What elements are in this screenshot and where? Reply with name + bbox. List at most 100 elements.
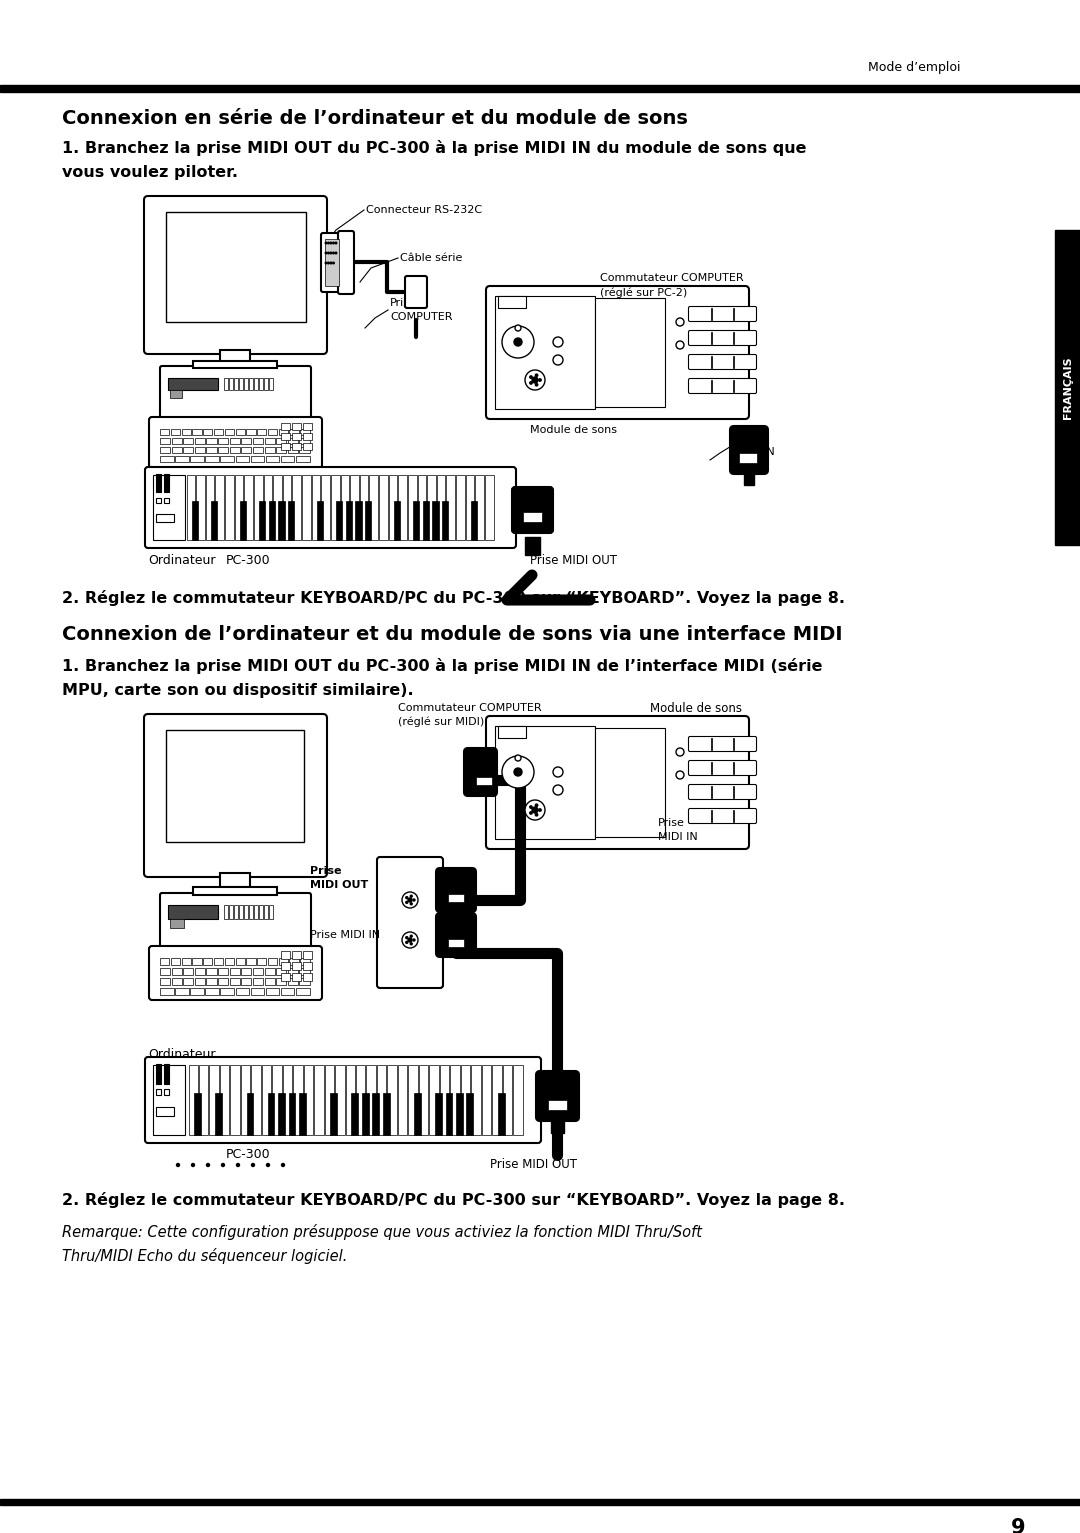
Circle shape bbox=[514, 337, 522, 346]
Bar bbox=[325, 239, 339, 287]
Circle shape bbox=[408, 898, 411, 901]
Bar bbox=[279, 958, 288, 964]
Bar bbox=[492, 1065, 501, 1134]
Circle shape bbox=[536, 383, 538, 386]
Text: Connecteur RS-232C: Connecteur RS-232C bbox=[366, 205, 482, 215]
Bar bbox=[206, 475, 214, 540]
Bar bbox=[249, 379, 253, 389]
Circle shape bbox=[327, 242, 329, 244]
Bar bbox=[299, 1093, 306, 1134]
Bar bbox=[220, 1065, 229, 1134]
Circle shape bbox=[410, 895, 413, 897]
Text: Mode d’emploi: Mode d’emploi bbox=[867, 61, 960, 75]
Bar bbox=[525, 537, 540, 555]
Circle shape bbox=[530, 376, 532, 379]
Circle shape bbox=[539, 809, 541, 811]
Bar bbox=[184, 438, 193, 445]
Bar bbox=[281, 423, 291, 429]
Bar bbox=[436, 475, 445, 540]
Bar bbox=[303, 1065, 313, 1134]
Bar bbox=[419, 1065, 429, 1134]
Bar bbox=[292, 423, 301, 429]
Circle shape bbox=[536, 803, 538, 806]
Bar bbox=[744, 471, 754, 484]
FancyBboxPatch shape bbox=[689, 307, 756, 322]
Bar bbox=[551, 1113, 564, 1133]
Bar bbox=[288, 1093, 295, 1134]
Bar bbox=[253, 978, 264, 986]
Bar bbox=[235, 429, 245, 435]
Circle shape bbox=[536, 814, 538, 816]
Circle shape bbox=[530, 806, 532, 808]
Bar bbox=[0, 1499, 1080, 1505]
FancyBboxPatch shape bbox=[730, 426, 768, 474]
Bar bbox=[485, 475, 494, 540]
Text: Prise MIDI OUT: Prise MIDI OUT bbox=[490, 1159, 577, 1171]
Circle shape bbox=[410, 943, 413, 944]
Circle shape bbox=[676, 317, 684, 327]
FancyBboxPatch shape bbox=[144, 714, 327, 877]
Bar bbox=[193, 360, 276, 368]
Bar bbox=[156, 514, 174, 523]
Bar bbox=[303, 423, 312, 429]
Text: Commutateur COMPUTER: Commutateur COMPUTER bbox=[399, 704, 542, 713]
Circle shape bbox=[553, 356, 563, 365]
Circle shape bbox=[408, 938, 411, 941]
Bar bbox=[498, 1093, 504, 1134]
Bar bbox=[229, 904, 233, 918]
Bar bbox=[194, 978, 205, 986]
Bar bbox=[303, 432, 312, 440]
Circle shape bbox=[514, 768, 522, 776]
FancyBboxPatch shape bbox=[486, 716, 750, 849]
Text: Prise
COMPUTER: Prise COMPUTER bbox=[390, 299, 453, 322]
Bar bbox=[475, 475, 484, 540]
Text: Module de sons: Module de sons bbox=[650, 702, 742, 714]
Bar bbox=[189, 1065, 198, 1134]
Text: Remarque: Cette configuration présuppose que vous activiez la fonction MIDI Thru: Remarque: Cette configuration présuppose… bbox=[62, 1223, 702, 1240]
Bar bbox=[171, 958, 180, 964]
Bar bbox=[289, 958, 299, 964]
Circle shape bbox=[267, 1164, 270, 1167]
Bar bbox=[296, 455, 310, 461]
FancyBboxPatch shape bbox=[512, 487, 553, 533]
Bar bbox=[265, 978, 274, 986]
Bar bbox=[156, 1064, 161, 1084]
Bar bbox=[172, 978, 181, 986]
Bar bbox=[346, 501, 352, 540]
Text: 2. Réglez le commutateur KEYBOARD/PC du PC-300 sur “KEYBOARD”. Voyez la page 8.: 2. Réglez le commutateur KEYBOARD/PC du … bbox=[62, 590, 845, 606]
Bar bbox=[160, 978, 171, 986]
Bar bbox=[172, 438, 181, 445]
Bar bbox=[293, 1065, 302, 1134]
Bar bbox=[276, 448, 286, 452]
Circle shape bbox=[335, 253, 337, 254]
Bar bbox=[362, 1093, 368, 1134]
Bar bbox=[442, 501, 448, 540]
Circle shape bbox=[330, 242, 332, 244]
Bar bbox=[346, 1065, 355, 1134]
Bar bbox=[279, 429, 288, 435]
Bar bbox=[467, 1093, 473, 1134]
Circle shape bbox=[176, 1164, 179, 1167]
Bar bbox=[234, 379, 238, 389]
Bar bbox=[170, 918, 184, 927]
Text: Câble série: Câble série bbox=[400, 253, 462, 264]
Bar bbox=[171, 429, 180, 435]
Bar bbox=[278, 1093, 285, 1134]
Bar bbox=[292, 973, 301, 981]
Bar bbox=[448, 894, 464, 901]
Bar bbox=[160, 967, 171, 975]
Bar bbox=[246, 429, 256, 435]
Text: vous voulez piloter.: vous voulez piloter. bbox=[62, 164, 238, 179]
Bar bbox=[273, 475, 282, 540]
FancyBboxPatch shape bbox=[436, 914, 476, 957]
Bar bbox=[156, 1088, 161, 1095]
Circle shape bbox=[330, 262, 332, 264]
Bar bbox=[218, 438, 228, 445]
Bar bbox=[239, 904, 243, 918]
Bar bbox=[303, 443, 312, 451]
Circle shape bbox=[553, 766, 563, 777]
Bar bbox=[241, 438, 252, 445]
Bar bbox=[218, 978, 228, 986]
Bar bbox=[246, 958, 256, 964]
Bar bbox=[160, 987, 174, 995]
